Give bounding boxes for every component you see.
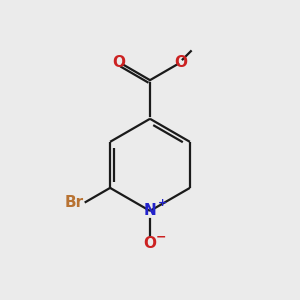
Text: N: N	[144, 203, 156, 218]
Text: O: O	[143, 236, 157, 251]
Text: O: O	[175, 55, 188, 70]
Text: Br: Br	[64, 194, 83, 209]
Text: +: +	[158, 198, 167, 208]
Text: O: O	[112, 55, 125, 70]
Text: −: −	[156, 231, 166, 244]
